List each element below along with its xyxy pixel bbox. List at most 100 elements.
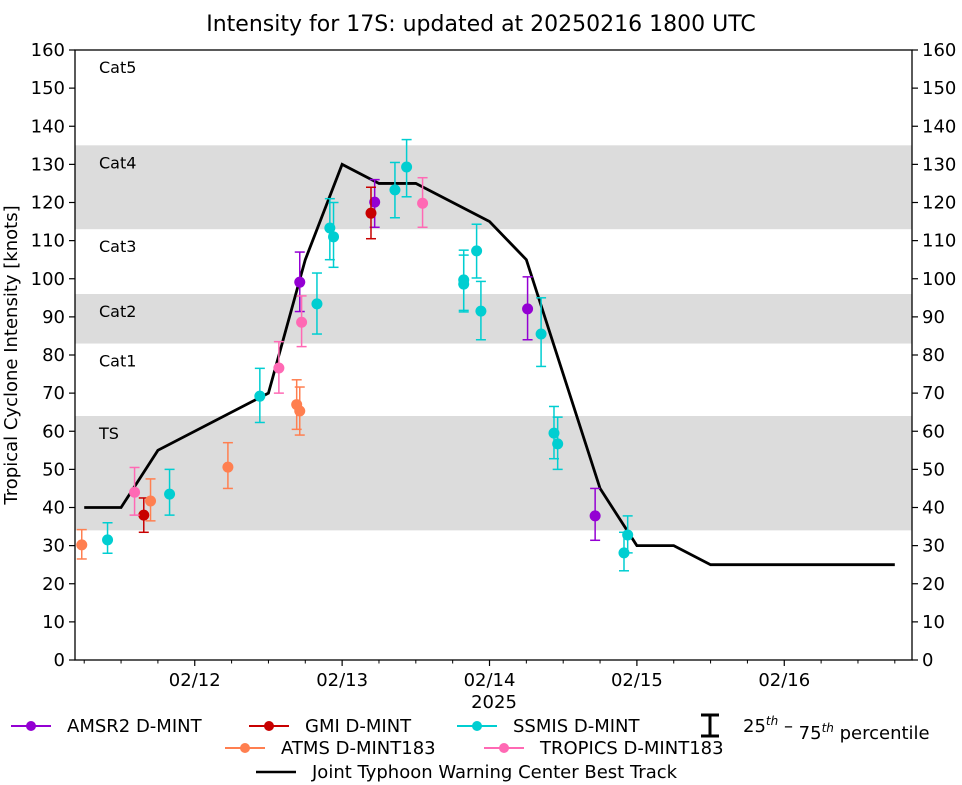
marker (365, 207, 377, 219)
data-point (622, 515, 634, 554)
y-tick-label-left: 130 (31, 154, 65, 175)
data-point (129, 466, 141, 516)
x-tick-label: 02/15 (611, 670, 663, 691)
band-ts (75, 416, 912, 531)
data-point (296, 295, 308, 348)
y-tick-label-left: 40 (42, 498, 65, 519)
legend-item: SSMIS D-MINT (457, 716, 640, 737)
marker (311, 298, 323, 310)
marker (417, 197, 429, 209)
data-points-layer (76, 138, 634, 572)
data-point (389, 161, 401, 219)
legend-label-percentile: 25th – 75th percentile (743, 714, 930, 744)
y-tick-label-right: 90 (922, 307, 945, 328)
y-tick-label-right: 20 (922, 574, 945, 595)
data-point (76, 528, 88, 560)
data-point (522, 276, 534, 341)
data-point (294, 386, 306, 436)
chart-title: Intensity for 17S: updated at 20250216 1… (206, 12, 756, 37)
data-point (294, 251, 306, 313)
data-point (138, 497, 150, 534)
data-point (401, 138, 413, 198)
marker (552, 438, 564, 450)
y-tick-label-right: 30 (922, 536, 945, 557)
legend-marker (26, 721, 36, 731)
category-label-ts: TS (98, 424, 119, 443)
legend-item: ATMS D-MINT183 (225, 738, 436, 759)
x-tick-label: 02/12 (169, 670, 221, 691)
category-label-cat2: Cat2 (99, 302, 136, 321)
marker (76, 539, 88, 551)
text-part: percentile (834, 723, 930, 744)
band-cat4 (75, 145, 912, 230)
superscript: th (766, 714, 778, 728)
legend-item: AMSR2 D-MINT (11, 716, 203, 737)
data-point (535, 297, 547, 368)
data-point (102, 522, 114, 554)
best-track-layer (84, 162, 895, 567)
plot-frame (74, 49, 913, 661)
data-point (365, 186, 377, 240)
marker (294, 276, 306, 288)
y-tick-label-right: 50 (922, 459, 945, 480)
legend-marker (472, 721, 482, 731)
y-tick-label-right: 150 (922, 78, 956, 99)
series-tropics-d-mint183 (129, 176, 429, 516)
axes: 0 0 10 10 20 20 30 30 40 40 50 50 60 60 70 70 80 80 90 90 10… (31, 40, 957, 691)
category-label-cat4: Cat4 (99, 153, 136, 172)
y-tick-label-left: 100 (31, 269, 65, 290)
series-atms-d-mint183 (76, 379, 306, 560)
marker (164, 488, 176, 500)
marker (389, 184, 401, 196)
data-point (458, 254, 470, 313)
y-tick-label-left: 50 (42, 459, 65, 480)
y-tick-label-right: 110 (922, 231, 956, 252)
category-label-cat3: Cat3 (99, 237, 136, 256)
text-part: 75 (799, 723, 822, 744)
category-label-cat5: Cat5 (99, 58, 136, 77)
marker (475, 305, 487, 317)
legend-label: SSMIS D-MINT (513, 716, 640, 737)
x-tick-label: 02/14 (464, 670, 516, 691)
series-gmi-d-mint (138, 186, 377, 534)
marker (222, 461, 234, 473)
data-point (471, 223, 483, 279)
y-tick-label-right: 100 (922, 269, 956, 290)
data-point (589, 487, 601, 542)
y-tick-label-right: 0 (922, 650, 933, 671)
data-point (145, 478, 157, 522)
y-tick-label-left: 140 (31, 116, 65, 137)
legend-label: TROPICS D-MINT183 (539, 738, 724, 759)
marker (401, 161, 413, 173)
data-point (475, 280, 487, 341)
data-point (552, 416, 564, 471)
y-tick-label-right: 60 (922, 421, 945, 442)
y-tick-label-right: 140 (922, 116, 956, 137)
marker (535, 328, 547, 340)
y-tick-label-right: 10 (922, 612, 945, 633)
text-part: – (778, 716, 798, 737)
data-point (311, 272, 323, 335)
y-tick-label-left: 120 (31, 193, 65, 214)
y-tick-label-right: 120 (922, 193, 956, 214)
y-tick-label-right: 160 (922, 40, 956, 61)
y-tick-label-left: 20 (42, 574, 65, 595)
marker (102, 534, 114, 546)
y-tick-label-left: 90 (42, 307, 65, 328)
legend-label: Joint Typhoon Warning Center Best Track (311, 762, 678, 783)
category-bands (75, 145, 912, 531)
y-axis-label: Tropical Cyclone Intensity [knots] (1, 205, 22, 505)
data-point (222, 441, 234, 490)
category-labels: TS Cat1 Cat2 Cat3 Cat4 Cat5 (98, 58, 136, 443)
legend-item-percentile: 25th – 75th percentile (701, 713, 930, 744)
series-amsr2-d-mint (294, 178, 601, 542)
superscript: th (822, 721, 834, 735)
legend-item: GMI D-MINT (249, 716, 412, 737)
marker (129, 486, 141, 498)
y-tick-label-left: 70 (42, 383, 65, 404)
x-axis-label: 2025 (471, 692, 517, 713)
data-point (328, 201, 340, 269)
y-tick-label-left: 150 (31, 78, 65, 99)
marker (145, 495, 157, 507)
